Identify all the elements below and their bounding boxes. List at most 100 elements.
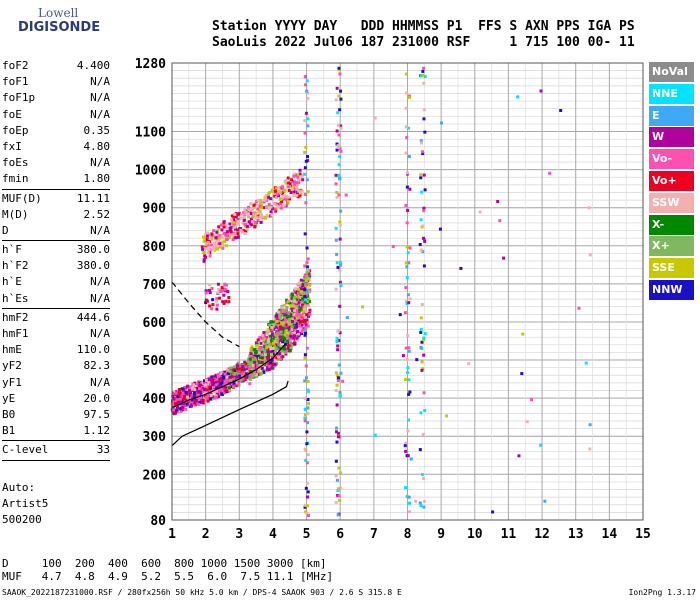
echo-point: [202, 250, 206, 254]
echo-point: [419, 248, 423, 252]
echo-point: [223, 287, 227, 291]
echo-point: [253, 220, 257, 224]
echo-point: [373, 433, 377, 437]
param-row: foF2 4.400: [2, 58, 110, 74]
echo-point: [299, 298, 303, 302]
echo-point: [295, 311, 299, 315]
echo-point: [467, 362, 471, 366]
x-tick-label: 7: [370, 527, 378, 542]
echo-point: [220, 286, 224, 290]
param-key: fmin: [2, 172, 29, 186]
y-tick-label: 200: [143, 468, 167, 483]
echo-point: [275, 314, 279, 318]
echo-point: [407, 392, 411, 396]
echo-point: [525, 420, 529, 424]
echo-point: [262, 198, 266, 202]
echo-point: [259, 201, 263, 205]
param-row: h`F2 380.0: [2, 258, 110, 274]
echo-point: [335, 383, 339, 387]
echo-point: [290, 325, 294, 329]
echo-point: [191, 385, 195, 389]
echo-point: [339, 471, 343, 475]
echo-point: [246, 359, 250, 363]
echo-point: [266, 355, 270, 359]
echo-point: [208, 304, 212, 308]
echo-point: [391, 245, 395, 249]
echo-point: [559, 108, 563, 112]
echo-point: [423, 331, 427, 335]
echo-point: [303, 419, 307, 423]
echo-point: [303, 505, 307, 509]
echo-point: [253, 360, 257, 364]
echo-point: [201, 247, 205, 251]
x-tick-label: 1: [168, 527, 176, 542]
echo-point: [285, 197, 289, 201]
legend-item-noval: NoVal: [649, 62, 694, 82]
echo-point: [404, 346, 408, 350]
echo-point: [183, 386, 187, 390]
echo-point: [211, 298, 215, 302]
echo-point: [262, 331, 266, 335]
echo-point: [303, 119, 307, 123]
echo-point: [292, 299, 296, 303]
echo-point: [288, 197, 292, 201]
echo-point: [248, 382, 252, 386]
echo-point: [235, 375, 239, 379]
echo-point: [406, 418, 410, 422]
echo-point: [290, 320, 294, 324]
echo-point: [219, 381, 223, 385]
echo-point: [286, 311, 290, 315]
param-row: hmF1 N/A: [2, 326, 110, 342]
echo-point: [408, 390, 412, 394]
echo-point: [303, 379, 307, 383]
echo-point: [190, 398, 194, 402]
echo-point: [256, 371, 260, 375]
echo-point: [220, 223, 224, 227]
echo-point: [213, 249, 217, 253]
echo-point: [283, 318, 287, 322]
echo-point: [335, 148, 339, 152]
echo-point: [303, 328, 307, 332]
param-row: C-level 33: [2, 442, 110, 458]
echo-point: [206, 240, 210, 244]
echo-point: [414, 499, 418, 503]
echo-point: [209, 397, 213, 401]
echo-point: [266, 332, 270, 336]
echo-point: [293, 313, 297, 317]
echo-point: [306, 321, 310, 325]
echo-point: [405, 494, 409, 498]
echo-point: [197, 389, 201, 393]
echo-point: [337, 163, 341, 167]
echo-point: [268, 338, 272, 342]
echo-point: [419, 141, 423, 145]
echo-point: [248, 357, 252, 361]
echo-point: [286, 202, 290, 206]
echo-point: [307, 284, 311, 288]
echo-point: [253, 372, 257, 376]
echo-point: [180, 389, 184, 393]
echo-point: [224, 283, 228, 287]
echo-point: [234, 383, 238, 387]
echo-point: [196, 383, 200, 387]
echo-point: [306, 388, 310, 392]
echo-point: [291, 306, 295, 310]
echo-point: [220, 236, 224, 240]
echo-point: [296, 195, 300, 199]
echo-point: [227, 386, 231, 390]
echo-point: [445, 414, 449, 418]
echo-point: [418, 448, 422, 452]
echo-point: [277, 321, 281, 325]
echo-point: [245, 370, 249, 374]
echo-point: [303, 232, 307, 236]
echo-point: [242, 215, 246, 219]
model-trace-dashed: [171, 281, 240, 348]
echo-point: [303, 353, 307, 357]
echo-point: [334, 371, 338, 375]
echo-point: [422, 108, 426, 112]
param-value: 110.0: [76, 343, 110, 357]
param-key: hmF1: [2, 327, 29, 340]
echo-point: [298, 318, 302, 322]
param-row: fmin 1.80: [2, 171, 110, 187]
echo-point: [421, 69, 425, 73]
echo-point: [208, 389, 212, 393]
